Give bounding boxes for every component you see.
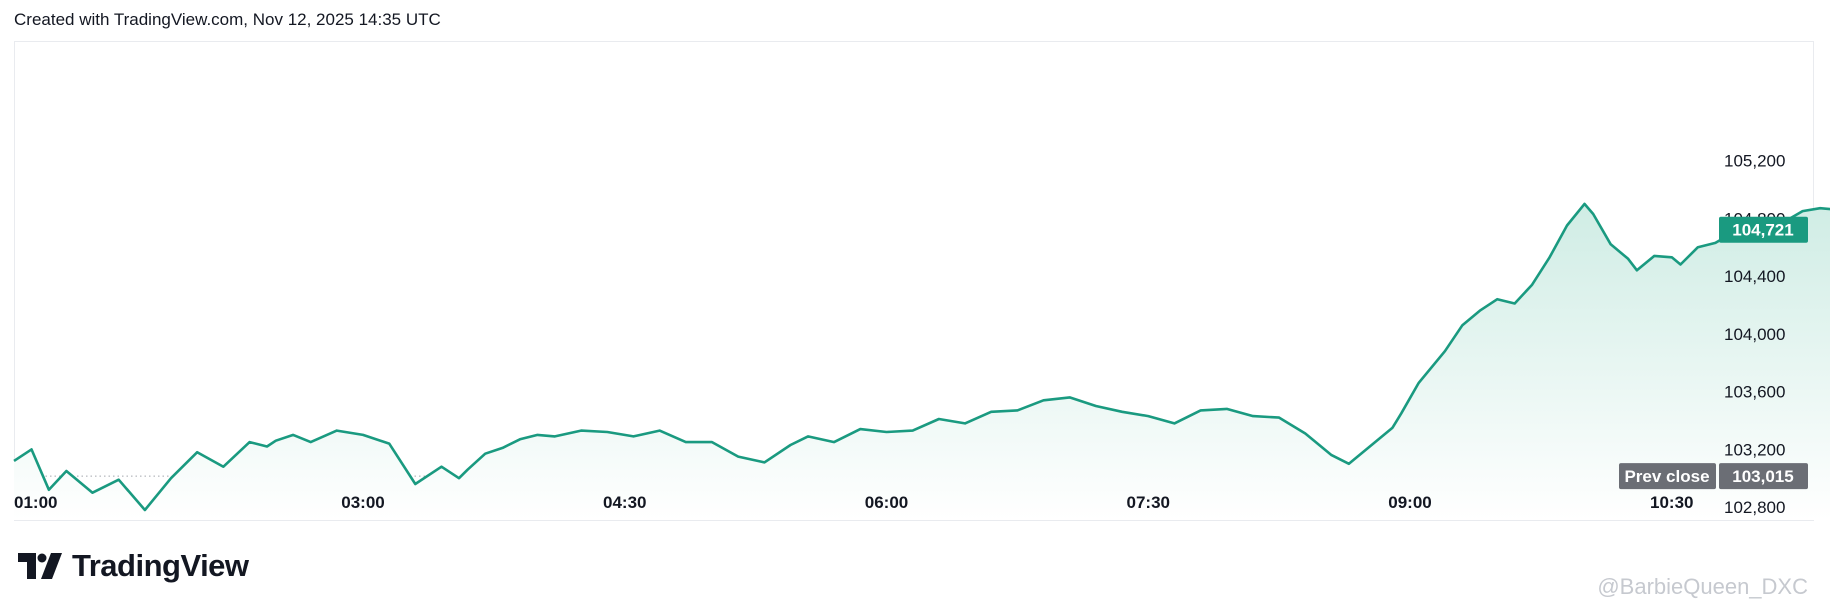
price-line <box>13 202 1830 512</box>
tradingview-logo-icon <box>18 553 62 579</box>
prev-close-label: Prev close <box>1624 467 1709 486</box>
time-tick-label: 10:30 <box>1650 493 1693 512</box>
prev-close-value: 103,015 <box>1732 467 1793 486</box>
time-tick-label: 09:00 <box>1388 493 1431 512</box>
time-tick-label: 03:00 <box>341 493 384 512</box>
last-price-value: 104,721 <box>1732 221 1793 240</box>
price-tick-label: 103,600 <box>1724 383 1785 402</box>
price-tick-label: 105,200 <box>1724 152 1785 171</box>
price-area-fill <box>14 203 1830 520</box>
user-watermark: @BarbieQueen_DXC <box>1597 574 1808 599</box>
price-tick-label: 104,000 <box>1724 325 1785 344</box>
time-axis[interactable]: 01:0003:0004:3006:0007:3009:0010:3012:00… <box>14 493 1830 512</box>
time-tick-label: 04:30 <box>603 493 646 512</box>
time-tick-label: 07:30 <box>1127 493 1170 512</box>
tradingview-wordmark: TradingView <box>72 548 249 583</box>
created-with-caption: Created with TradingView.com, Nov 12, 20… <box>14 10 441 29</box>
price-tick-label: 104,400 <box>1724 267 1785 286</box>
price-tick-label: 102,800 <box>1724 498 1785 517</box>
time-tick-label: 06:00 <box>865 493 908 512</box>
prev-close-tag: Prev close 103,015 <box>1619 463 1808 490</box>
last-price-tag: 104,721 <box>1719 216 1808 243</box>
tradingview-logo[interactable]: TradingView <box>18 548 249 584</box>
time-tick-label: 01:00 <box>14 493 57 512</box>
price-tick-label: 103,200 <box>1724 440 1785 459</box>
